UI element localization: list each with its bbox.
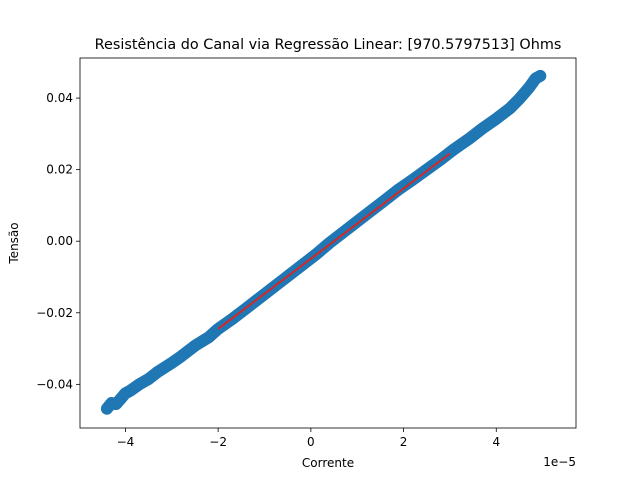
scatter-point: [125, 385, 136, 396]
scatter-point: [449, 143, 460, 154]
chart-title: Resistência do Canal via Regressão Linea…: [95, 37, 562, 53]
scatter-point: [366, 205, 377, 216]
y-tick-label: 0.04: [46, 91, 73, 105]
plot-area-frame: [79, 57, 577, 429]
regression-fit: [217, 152, 451, 330]
scatter-point: [380, 195, 390, 206]
scatter-series: [100, 69, 547, 415]
scatter-point: [463, 134, 474, 145]
scatter-point: [505, 103, 516, 114]
x-tick-label: 2: [400, 435, 408, 449]
scatter-point: [407, 174, 418, 185]
scatter-point: [190, 340, 200, 351]
y-tick-label: 0.00: [46, 234, 73, 248]
scatter-point: [338, 227, 349, 238]
scatter-point: [477, 123, 488, 134]
y-tick-label: 0.02: [46, 163, 73, 177]
scatter-point: [393, 184, 404, 195]
scatter-point: [514, 93, 525, 104]
scatter-point: [491, 113, 502, 124]
fit-line: [217, 152, 451, 330]
x-tick-label: 0: [307, 435, 315, 449]
scatter-point: [152, 366, 163, 377]
scatter-point: [134, 379, 145, 390]
scatter-point: [535, 70, 546, 81]
y-axis: −0.04 −0.02 0.00 0.02 0.04: [36, 91, 80, 391]
x-tick-label: 4: [492, 435, 500, 449]
scatter-point: [143, 374, 154, 384]
x-tick-label: −2: [209, 435, 227, 449]
x-axis-offset-label: 1e−5: [543, 455, 576, 469]
x-axis-label: Corrente: [302, 456, 354, 470]
scatter-point: [176, 351, 187, 362]
y-tick-label: −0.04: [36, 377, 73, 391]
x-tick-label: −4: [117, 435, 135, 449]
scatter-point: [352, 216, 363, 227]
scatter-point: [523, 83, 534, 94]
scatter-point: [166, 357, 177, 368]
y-axis-label: Tensão: [7, 222, 21, 264]
scatter-point: [203, 332, 214, 343]
x-axis: −4 −2 0 2 4: [117, 428, 500, 449]
y-tick-label: −0.02: [36, 306, 73, 320]
